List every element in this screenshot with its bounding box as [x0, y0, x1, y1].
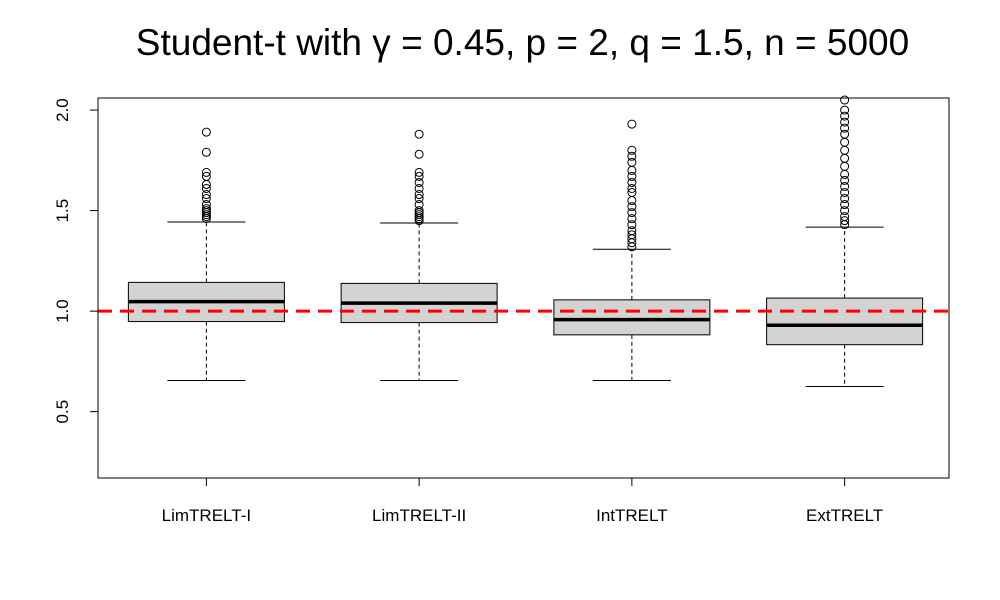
outlier-point — [627, 171, 637, 181]
outlier-point — [414, 194, 424, 204]
chart-title: Student-t with γ = 0.45, p = 2, q = 1.5,… — [135, 22, 910, 63]
outlier-point — [627, 230, 637, 240]
x-tick-label: IntTRELT — [596, 506, 667, 525]
box-group-2 — [553, 119, 711, 381]
outlier-point — [627, 214, 637, 224]
outlier-point — [414, 129, 424, 139]
y-tick-label: 2.0 — [53, 98, 72, 122]
outlier-point — [627, 157, 637, 167]
outlier-point — [840, 145, 850, 155]
outlier-point — [414, 200, 424, 210]
outlier-point — [414, 149, 424, 159]
box-iqr — [553, 299, 711, 336]
outlier-point — [201, 171, 211, 181]
outlier-point — [627, 226, 637, 236]
outlier-point — [840, 194, 850, 204]
outlier-point — [414, 171, 424, 181]
outlier-point — [414, 183, 424, 193]
outlier-point — [840, 105, 850, 115]
outlier-point — [840, 111, 850, 121]
outlier-point — [627, 208, 637, 218]
outlier-point — [627, 187, 637, 197]
outlier-point — [840, 206, 850, 216]
outlier-point — [201, 127, 211, 137]
outlier-point — [840, 169, 850, 179]
outlier-point — [627, 196, 637, 206]
box-group-1 — [340, 129, 498, 381]
outlier-point — [840, 117, 850, 127]
outlier-point — [840, 137, 850, 147]
outlier-point — [201, 204, 211, 214]
outlier-point — [627, 165, 637, 175]
outlier-point — [201, 183, 211, 193]
outlier-point — [201, 194, 211, 204]
box-iqr — [766, 297, 924, 346]
y-tick-label: 0.5 — [53, 400, 72, 424]
outlier-point — [840, 161, 850, 171]
outlier-point — [627, 145, 637, 155]
outlier-point — [414, 167, 424, 177]
outlier-point — [414, 190, 424, 200]
outlier-point — [840, 216, 850, 226]
outlier-point — [201, 200, 211, 210]
y-axis: 0.5 1.0 1.5 2.0 — [53, 98, 98, 423]
box-group-3 — [766, 95, 924, 388]
outlier-point — [840, 153, 850, 163]
outlier-point — [840, 175, 850, 185]
y-tick-label: 1.0 — [53, 299, 72, 323]
x-axis: LimTRELT-I LimTRELT-II IntTRELT ExtTRELT — [162, 478, 883, 525]
outlier-point — [414, 206, 424, 216]
outlier-point — [201, 167, 211, 177]
x-tick-label: LimTRELT-I — [162, 506, 251, 525]
outlier-point — [840, 95, 850, 105]
outlier-point — [627, 119, 637, 129]
outlier-point — [627, 220, 637, 230]
x-tick-label: ExtTRELT — [806, 506, 883, 525]
outlier-point — [840, 200, 850, 210]
outlier-point — [627, 151, 637, 161]
outlier-point — [414, 177, 424, 187]
outlier-point — [627, 202, 637, 212]
outlier-point — [201, 147, 211, 157]
plot-frame — [97, 97, 950, 479]
x-tick-label: LimTRELT-II — [372, 506, 466, 525]
outlier-point — [840, 187, 850, 197]
outlier-point — [627, 183, 637, 193]
outlier-point — [840, 129, 850, 139]
boxes-layer — [127, 95, 924, 388]
outlier-point — [840, 181, 850, 191]
outlier-point — [201, 190, 211, 200]
box-group-0 — [127, 127, 285, 381]
outlier-point — [840, 123, 850, 133]
outlier-point — [627, 177, 637, 187]
y-tick-label: 1.5 — [53, 199, 72, 223]
outlier-point — [840, 212, 850, 222]
